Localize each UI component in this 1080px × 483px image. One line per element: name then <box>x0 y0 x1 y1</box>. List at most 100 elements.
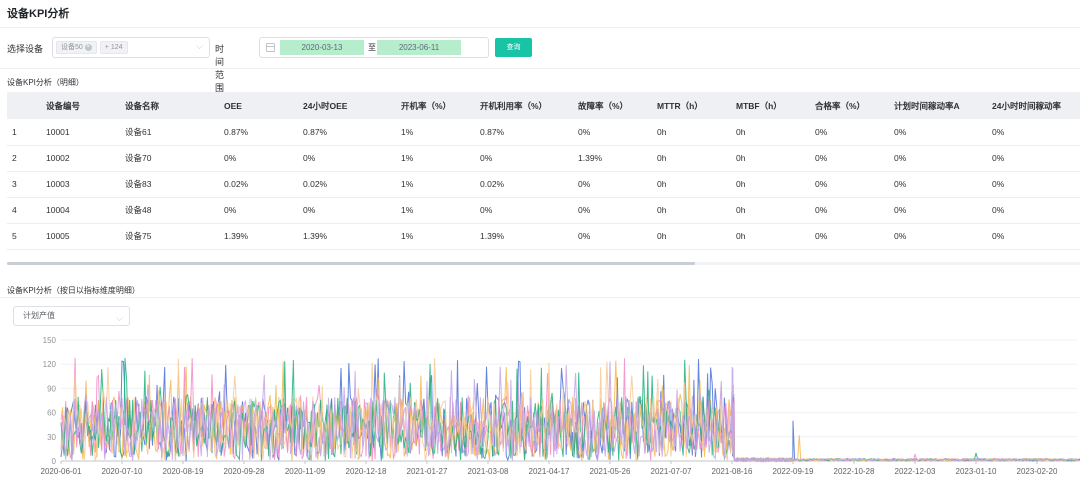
series-line <box>60 361 1080 463</box>
column-header[interactable]: 开机率（%） <box>401 92 480 119</box>
table-cell: 1% <box>401 171 480 198</box>
query-button[interactable]: 查询 <box>495 38 532 57</box>
table-cell: 10001 <box>46 119 125 146</box>
metric-select[interactable]: 计划产值 ⌵ <box>13 306 130 326</box>
table-cell: 0% <box>480 145 578 172</box>
date-range-picker[interactable]: 2020-03-13 至 2023-06-11 <box>259 37 489 58</box>
divider <box>0 27 1080 28</box>
daily-kpi-line-chart: 0 30 60 90 120 150 2020-06-01 2020-07-10 2020-08… <box>41 336 1080 476</box>
y-tick-label: 120 <box>43 360 57 369</box>
table-cell: 0% <box>894 197 992 224</box>
table-row[interactable]: 1 10001 设备61 0.87% 0.87% 1% 0.87% 0% 0h 0h 0% 0% 0% <box>7 119 1080 146</box>
column-header[interactable]: OEE <box>224 92 303 119</box>
device-more-tag: + 124 <box>99 41 128 54</box>
table-cell: 0h <box>736 171 815 198</box>
tag-close-icon[interactable]: × <box>84 44 92 51</box>
table-cell: 1% <box>401 197 480 224</box>
table-cell: 1.39% <box>303 223 401 250</box>
table-cell: 0h <box>736 223 815 250</box>
table-cell: 0h <box>657 197 736 224</box>
table-cell: 0.02% <box>303 171 401 198</box>
table-cell: 0% <box>815 145 894 172</box>
table-cell: 0.02% <box>224 171 303 198</box>
table-cell: 0% <box>224 145 303 172</box>
table-cell: 0% <box>815 197 894 224</box>
page-title: 设备KPI分析 <box>7 8 70 20</box>
x-tick-label: 2020-07-10 <box>102 467 143 476</box>
calendar-icon <box>266 43 275 52</box>
table-cell: 设备61 <box>125 119 224 146</box>
x-tick-label: 2021-08-16 <box>712 467 753 476</box>
x-tick-label: 2020-08-19 <box>163 467 204 476</box>
y-tick-label: 30 <box>47 433 56 442</box>
start-date-input[interactable]: 2020-03-13 <box>280 40 364 55</box>
table-cell: 0% <box>303 145 401 172</box>
metric-select-value: 计划产值 <box>23 311 55 320</box>
table-cell: 0% <box>815 119 894 146</box>
x-tick-label: 2020-09-28 <box>224 467 265 476</box>
x-tick-label: 2021-07-07 <box>651 467 692 476</box>
table-cell: 0% <box>815 171 894 198</box>
divider <box>0 297 1080 298</box>
table-cell: 1.39% <box>480 223 578 250</box>
column-header[interactable]: 开机利用率（%） <box>480 92 578 119</box>
table-cell: 0% <box>578 119 657 146</box>
y-tick-label: 60 <box>47 409 56 418</box>
column-header[interactable]: 计划时间稼动率A <box>894 92 992 119</box>
kpi-detail-table: 设备编号 设备名称 OEE 24小时OEE 开机率（%） 开机利用率（%） 故障… <box>7 92 1080 265</box>
device-select-label: 选择设备 <box>7 43 44 54</box>
table-cell: 0% <box>224 197 303 224</box>
column-header[interactable]: 24小时时间稼动率 <box>992 92 1080 119</box>
device-select[interactable]: 设备50 × + 124 ⌵ <box>52 37 210 58</box>
table-cell: 0.87% <box>480 119 578 146</box>
table-cell: 0% <box>894 119 992 146</box>
x-tick-label: 2020-12-18 <box>346 467 387 476</box>
table-cell: 0% <box>303 197 401 224</box>
table-cell: 10003 <box>46 171 125 198</box>
row-index: 4 <box>7 197 46 224</box>
table-cell: 1% <box>401 223 480 250</box>
y-tick-label: 0 <box>52 457 57 466</box>
table-cell: 1% <box>401 145 480 172</box>
table-cell: 0% <box>992 119 1080 146</box>
table-cell: 设备83 <box>125 171 224 198</box>
chevron-down-icon: ⌵ <box>116 313 123 323</box>
table-cell: 0h <box>657 223 736 250</box>
filter-bar: 选择设备 设备50 × + 124 ⌵ 时间范围 2020-03-13 至 202… <box>7 37 532 93</box>
table-cell: 0h <box>736 119 815 146</box>
end-date-input[interactable]: 2023-06-11 <box>377 40 461 55</box>
table-cell: 10005 <box>46 223 125 250</box>
table-cell: 0.02% <box>480 171 578 198</box>
x-tick-label: 2022-09-19 <box>773 467 814 476</box>
table-cell: 0% <box>894 171 992 198</box>
table-cell: 0% <box>992 223 1080 250</box>
row-index: 1 <box>7 119 46 146</box>
table-cell: 0% <box>578 197 657 224</box>
table-cell: 10004 <box>46 197 125 224</box>
column-header[interactable]: 故障率（%） <box>578 92 657 119</box>
scrollbar-thumb[interactable] <box>7 262 695 265</box>
table-row[interactable]: 2 10002 设备70 0% 0% 1% 0% 1.39% 0h 0h 0% 0% 0% <box>7 145 1080 172</box>
table-row[interactable]: 3 10003 设备83 0.02% 0.02% 1% 0.02% 0% 0h 0h 0% 0% 0% <box>7 171 1080 198</box>
column-header[interactable]: MTTR（h） <box>657 92 736 119</box>
column-header[interactable]: 24小时OEE <box>303 92 401 119</box>
table-cell: 0h <box>657 119 736 146</box>
column-header[interactable]: 合格率（%） <box>815 92 894 119</box>
column-header[interactable]: 设备名称 <box>125 92 224 119</box>
table-cell: 0h <box>657 171 736 198</box>
table-cell: 0.87% <box>224 119 303 146</box>
time-range-label: 时间范围 <box>215 44 225 93</box>
table-cell: 0% <box>578 223 657 250</box>
x-tick-label: 2023-01-10 <box>956 467 997 476</box>
table-cell: 1.39% <box>578 145 657 172</box>
table-row[interactable]: 5 10005 设备75 1.39% 1.39% 1% 1.39% 0% 0h 0h 0% 0% 0% <box>7 223 1080 250</box>
table-cell: 0% <box>992 145 1080 172</box>
table-cell: 0% <box>480 197 578 224</box>
column-header[interactable]: 设备编号 <box>46 92 125 119</box>
row-index: 3 <box>7 171 46 198</box>
table-cell: 0.87% <box>303 119 401 146</box>
x-tick-label: 2022-10-28 <box>834 467 875 476</box>
table-row[interactable]: 4 10004 设备48 0% 0% 1% 0% 0% 0h 0h 0% 0% 0% <box>7 197 1080 224</box>
column-header[interactable]: MTBF（h） <box>736 92 815 119</box>
device-tag[interactable]: 设备50 × <box>56 41 97 54</box>
